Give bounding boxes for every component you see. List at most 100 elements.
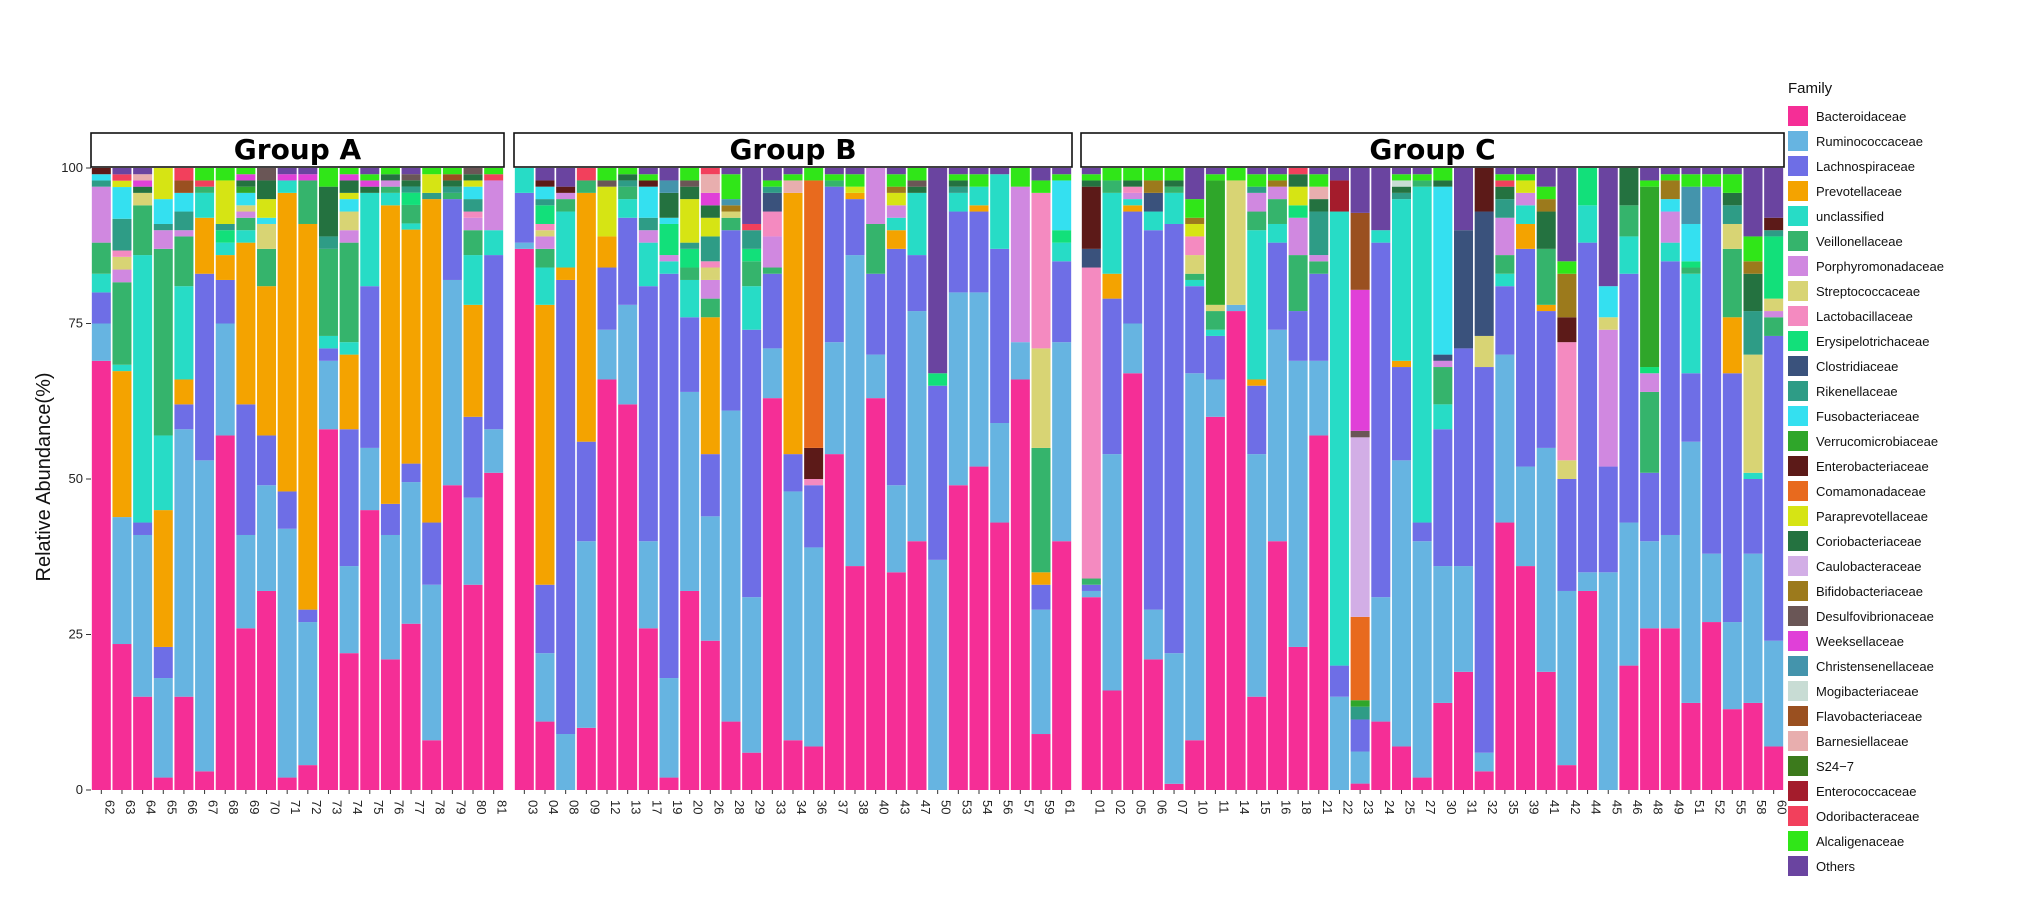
bar-segment-comamonadaceae [1350,616,1370,701]
legend-swatch [1788,156,1808,176]
legend-label: Veillonellaceae [1816,234,1903,249]
bar-segment-others [133,168,153,175]
bar-segment-alcaligenaceae [422,168,442,175]
bar-segment-veillonellaceae [700,298,720,318]
x-tick-label: 01 [1092,800,1107,814]
bar-segment-enterobacteriaceae [804,447,824,479]
bar-sample-19 [659,168,679,790]
bar-segment-fusobacteriaceae [236,192,256,206]
bar-segment-lachnospiraceae [1185,286,1205,374]
bar-segment-christensenellaceae [659,180,679,193]
bar-segment-coriobacteriaceae [1391,186,1411,193]
bar-segment-bacteroidaceae [236,628,256,790]
x-tick-label: 48 [1651,800,1666,814]
x-tick-label: 23 [1361,800,1376,814]
bar-segment-paraprevotellaceae [886,192,906,206]
x-tick-label: 33 [773,800,788,814]
bar-segment-bacteroidaceae [257,590,277,790]
bar-segment-alcaligenaceae [195,168,215,181]
bar-segment-unclassified [1185,279,1205,287]
bar-segment-barnesiellaceae [700,174,720,193]
bar-segment-paraprevotellaceae [422,174,442,193]
bar-segment-lachnospiraceae [948,211,968,293]
legend-swatch [1788,756,1808,776]
x-tick-label: 79 [453,800,468,814]
bar-segment-rikenellaceae [422,192,442,200]
x-tick-label: 68 [226,800,241,814]
bar-segment-unclassified [1123,199,1143,206]
bar-segment-enterobacteriaceae [1474,168,1494,212]
bar-segment-alcaligenaceae [360,174,380,181]
bar-segment-unclassified [1578,205,1598,243]
bar-segment-others [845,168,865,175]
bar-sample-50 [928,168,948,790]
bar-segment-ruminococcaceae [1226,304,1246,312]
bar-sample-05 [1123,168,1143,790]
x-tick-label: 72 [309,800,324,814]
x-tick-label: 32 [1485,800,1500,814]
x-tick-label: 57 [1021,800,1036,814]
bar-segment-lachnospiraceae [1598,466,1618,573]
legend: Family Bacteroidaceae Ruminococcaceae Lach… [1788,80,1944,876]
bar-segment-ruminococcaceae [1123,323,1143,374]
legend-item-erysipelotrichaceae: Erysipelotrichaceae [1788,331,1929,351]
bar-segment-alcaligenaceae [339,168,359,175]
bar-segment-bacteroidaceae [783,740,803,790]
bar-segment-fusobacteriaceae [638,186,658,218]
bar-segment-bacteroidaceae [463,584,483,790]
legend-item-paraprevotellaceae: Paraprevotellaceae [1788,506,1928,526]
bar-segment-bacteroidaceae [1226,311,1246,790]
legend-label: Ruminococcaceae [1816,134,1923,149]
bar-segment-enterobacteriaceae [535,180,555,187]
bar-segment-lachnospiraceae [1329,665,1349,697]
bar-segment-others [1031,168,1051,181]
bar-sample-28 [721,168,741,790]
bar-segment-alcaligenaceae [804,168,824,181]
bar-segment-bifidobacteriaceae [1185,217,1205,224]
bar-segment-odoribacteraceae [1288,168,1308,175]
bar-segment-lachnospiraceae [700,454,720,517]
bar-segment-lachnospiraceae [990,248,1010,424]
bar-segment-lachnospiraceae [318,348,338,361]
x-tick-label: 34 [794,800,809,814]
legend-label: Erysipelotrichaceae [1816,334,1929,349]
bar-segment-ruminococcaceae [318,360,338,430]
bar-segment-lachnospiraceae [659,273,679,679]
x-tick-label: 77 [412,800,427,814]
bar-segment-bacteroidaceae [866,398,886,790]
bar-segment-ruminococcaceae [257,485,277,591]
bar-segment-prevotellaceae [112,371,132,518]
bar-segment-erysipelotrichaceae [1288,205,1308,218]
bar-segment-christensenellaceae [1681,186,1701,224]
bar-segment-bacteroidaceae [1247,696,1267,790]
bar-sample-70 [257,168,277,790]
bar-segment-porphyromonadaceae [380,180,400,187]
bar-segment-odoribacteraceae [174,168,194,181]
bar-segment-lachnospiraceae [133,522,153,535]
bar-segment-ruminococcaceae [1102,454,1122,691]
bar-segment-porphyromonadaceae [1433,360,1453,368]
bar-segment-ruminococcaceae [1433,566,1453,703]
bar-segment-streptococcaceae [1743,354,1763,473]
bar-segment-paraprevotellaceae [597,186,617,237]
bar-segment-ruminococcaceae [1031,609,1051,735]
bar-segment-alcaligenaceae [886,174,906,187]
bar-segment-veillonellaceae [618,186,638,200]
bar-segment-porphyromonadaceae [339,230,359,243]
legend-label: S24−7 [1816,759,1854,774]
bar-segment-rikenellaceae [742,230,762,249]
bar-sample-07 [1164,168,1184,790]
bar-segment-lactobacillaceae [463,211,483,218]
bar-segment-ruminococcaceae [1164,653,1184,784]
bar-segment-ruminococcaceae [91,323,111,361]
bar-segment-erysipelotrichaceae [928,373,948,386]
bar-segment-bacteroidaceae [1660,628,1680,790]
legend-item-streptococcaceae: Streptococcaceae [1788,281,1920,301]
facet-label: Group A [234,133,362,166]
bar-segment-alcaligenaceae [948,174,968,181]
bar-segment-others [1764,168,1784,218]
bar-segment-others [401,168,421,175]
bar-segment-lachnospiraceae [556,279,576,735]
bar-segment-prevotellaceae [845,192,865,200]
bar-segment-veillonellaceae [1681,267,1701,274]
